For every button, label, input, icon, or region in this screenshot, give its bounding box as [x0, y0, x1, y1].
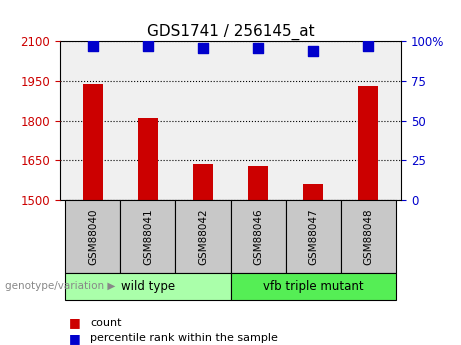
Text: GSM88041: GSM88041 [143, 208, 153, 265]
Text: GSM88047: GSM88047 [308, 208, 318, 265]
Text: count: count [90, 318, 121, 327]
Text: genotype/variation ▶: genotype/variation ▶ [5, 282, 115, 291]
Text: percentile rank within the sample: percentile rank within the sample [90, 333, 278, 343]
Point [199, 45, 207, 50]
Bar [120, 200, 176, 273]
Text: vfb triple mutant: vfb triple mutant [263, 280, 363, 293]
Point [309, 48, 317, 54]
Point [254, 45, 262, 50]
Text: wild type: wild type [121, 280, 175, 293]
Bar [193, 164, 213, 200]
Point [364, 43, 372, 49]
Text: GSM88040: GSM88040 [88, 208, 98, 265]
Text: GSM88048: GSM88048 [363, 208, 373, 265]
Bar [285, 200, 341, 273]
Bar [65, 200, 120, 273]
Bar [230, 273, 396, 300]
Bar [83, 84, 103, 200]
Text: GSM88046: GSM88046 [253, 208, 263, 265]
Title: GDS1741 / 256145_at: GDS1741 / 256145_at [147, 24, 314, 40]
Bar [230, 200, 285, 273]
Text: ■: ■ [69, 332, 81, 345]
Text: ■: ■ [69, 316, 81, 329]
Point [89, 43, 97, 49]
Point [144, 43, 152, 49]
Bar [138, 118, 158, 200]
Bar [359, 86, 378, 200]
Bar [341, 200, 396, 273]
Text: GSM88042: GSM88042 [198, 208, 208, 265]
Bar [248, 166, 268, 200]
Bar [303, 184, 323, 200]
Bar [176, 200, 230, 273]
Bar [65, 273, 230, 300]
